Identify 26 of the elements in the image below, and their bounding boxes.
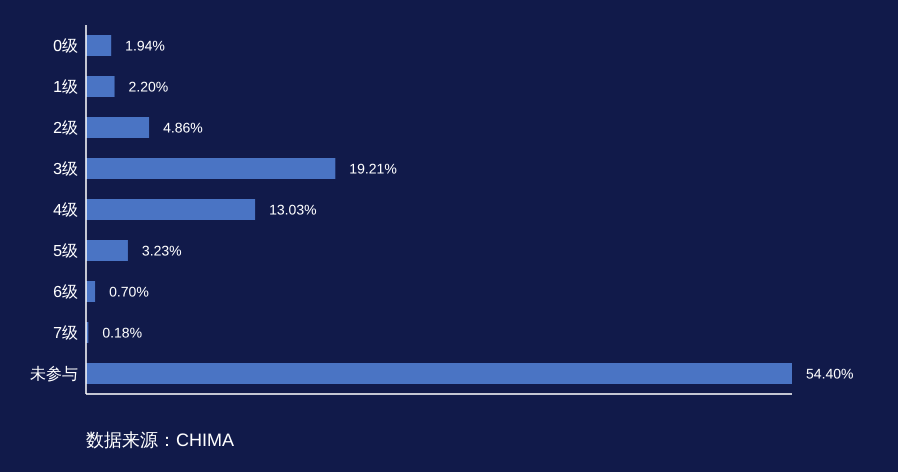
data-label: 4.86% [163, 119, 203, 136]
y-tick-label: 0级 [53, 38, 78, 56]
data-label: 2.20% [128, 78, 168, 94]
y-tick-label: 2级 [53, 120, 78, 138]
data-label: 54.40% [806, 365, 854, 382]
data-label: 13.03% [269, 201, 317, 218]
data-label: 0.70% [109, 283, 149, 300]
bar [86, 158, 336, 179]
y-tick-label: 未参与 [30, 365, 78, 384]
bar [86, 240, 128, 261]
bar [86, 117, 150, 138]
y-tick-label: 4级 [53, 202, 78, 220]
source-note: 数据来源：CHIMA [86, 429, 234, 452]
bar [86, 35, 112, 56]
data-label: 1.94% [125, 37, 165, 54]
data-label: 19.21% [349, 160, 397, 176]
bar [86, 363, 792, 384]
data-label: 0.18% [102, 324, 142, 340]
bar [86, 76, 115, 97]
bar [86, 199, 256, 220]
y-tick-label: 1级 [53, 79, 78, 96]
y-tick-label: 3级 [53, 161, 78, 178]
y-tick-label: 7级 [53, 325, 78, 342]
y-tick-label: 5级 [53, 243, 78, 260]
y-tick-label: 6级 [53, 284, 78, 302]
data-label: 3.23% [142, 242, 182, 258]
